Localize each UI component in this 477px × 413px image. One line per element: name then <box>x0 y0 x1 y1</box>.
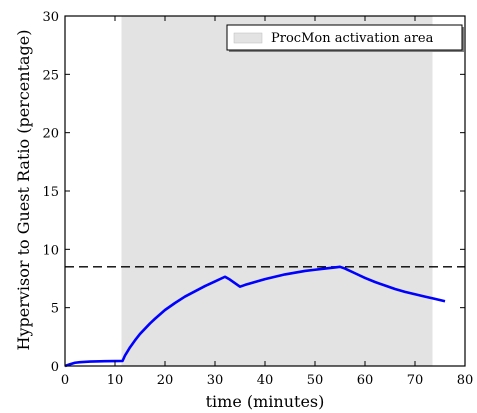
y-axis-label: Hypervisor to Guest Ratio (percentage) <box>14 30 33 351</box>
activation-area-shading <box>121 16 433 366</box>
x-axis-ticks: 0 10 20 30 40 50 60 70 80 <box>61 16 473 388</box>
y-tick-label: 5 <box>51 302 59 317</box>
y-tick-label: 30 <box>42 10 59 25</box>
x-tick-label: 30 <box>207 373 224 388</box>
y-tick-label: 10 <box>42 243 59 258</box>
y-tick-label: 0 <box>51 360 59 375</box>
x-tick-label: 60 <box>357 373 374 388</box>
x-tick-label: 80 <box>457 373 474 388</box>
x-tick-label: 50 <box>307 373 324 388</box>
y-tick-label: 20 <box>42 127 59 142</box>
x-tick-label: 20 <box>157 373 174 388</box>
y-tick-label: 25 <box>42 68 59 83</box>
y-axis-ticks: 0 5 10 15 20 25 30 <box>42 10 465 375</box>
x-axis-label: time (minutes) <box>206 392 325 411</box>
ratio-series-line <box>64 265 446 368</box>
legend-swatch <box>233 32 263 44</box>
legend-box <box>226 24 463 51</box>
x-tick-label: 10 <box>107 373 124 388</box>
x-tick-label: 70 <box>407 373 424 388</box>
x-tick-label: 0 <box>61 373 69 388</box>
x-tick-label: 40 <box>257 373 274 388</box>
y-tick-label: 15 <box>42 185 59 200</box>
legend-label: ProcMon activation area <box>271 31 434 46</box>
legend: ProcMon activation area <box>226 24 464 52</box>
